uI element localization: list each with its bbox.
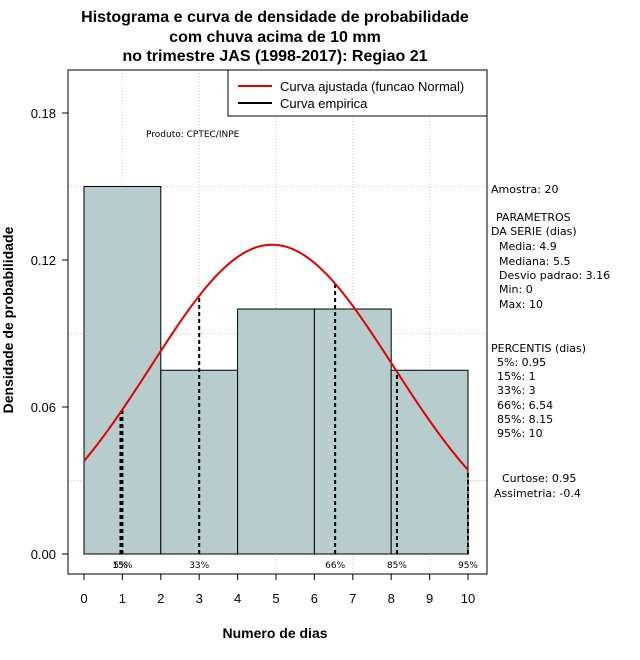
histogram-bar bbox=[390, 369, 469, 555]
stat-sample: Amostra: 20 bbox=[491, 183, 558, 196]
stat-param: Desvio padrao: 3.16 bbox=[499, 269, 610, 282]
legend-label-empirical: Curva empirica bbox=[280, 96, 368, 111]
x-tick-label: 0 bbox=[80, 591, 87, 606]
stat-param: Media: 4.9 bbox=[499, 240, 557, 253]
x-tick-label: 1 bbox=[119, 591, 126, 606]
percentile-axis-label: 95% bbox=[458, 561, 478, 571]
product-annotation: Produto: CPTEC/INPE bbox=[146, 130, 240, 140]
stat-percentil: 15%: 1 bbox=[497, 370, 536, 383]
percentile-axis-label: 15% bbox=[112, 561, 132, 571]
histogram-bars bbox=[83, 186, 469, 555]
stat-percentil: 33%: 3 bbox=[497, 384, 536, 397]
normal-curve-line bbox=[83, 243, 469, 471]
legend-box bbox=[227, 69, 488, 117]
stat-percentil: 66%: 6.54 bbox=[497, 399, 553, 412]
y-tick-label: 0.12 bbox=[31, 253, 56, 268]
stats-panel: Amostra: 20 PARAMETROS DA SERIE (dias) M… bbox=[491, 183, 610, 500]
percentile-axis-label: 5% bbox=[113, 561, 128, 571]
x-tick-label: 3 bbox=[196, 591, 203, 606]
stat-curtose: Curtose: 0.95 bbox=[502, 472, 576, 485]
percentile-labels: 5% 33% 66% 85% 95% 15% bbox=[112, 561, 478, 571]
x-tick-label: 6 bbox=[311, 591, 318, 606]
chart-title-line-2: com chuva acima de 10 mm bbox=[169, 29, 381, 46]
percentis-header: PERCENTIS (dias) bbox=[491, 342, 586, 355]
legend-label-normal: Curva ajustada (funcao Normal) bbox=[280, 79, 464, 94]
legend: Curva ajustada (funcao Normal) Curva emp… bbox=[227, 69, 488, 117]
chart-title-line-3: no trimestre JAS (1998-2017): Regiao 21 bbox=[122, 48, 427, 65]
params-header-2: DA SERIE (dias) bbox=[491, 225, 577, 238]
x-tick-label: 9 bbox=[426, 591, 433, 606]
percentile-axis-label: 66% bbox=[325, 561, 345, 571]
x-axis: 0 1 2 3 4 5 6 7 8 9 10 bbox=[80, 573, 475, 606]
histogram-bar bbox=[237, 308, 315, 555]
stat-param: Mediana: 5.5 bbox=[499, 255, 570, 268]
chart-title-line-1: Histograma e curva de densidade de proba… bbox=[81, 9, 469, 26]
y-tick-label: 0.06 bbox=[31, 400, 56, 415]
stat-assimetria: Assimetria: -0.4 bbox=[494, 487, 581, 500]
x-tick-label: 5 bbox=[272, 591, 279, 606]
percentile-lines bbox=[119, 283, 469, 554]
stat-param: Max: 10 bbox=[499, 298, 543, 311]
stat-percentil: 5%: 0.95 bbox=[497, 356, 546, 369]
y-axis-title: Densidade de probabilidade bbox=[0, 226, 16, 413]
x-axis-title: Numero de dias bbox=[222, 625, 327, 641]
x-tick-label: 10 bbox=[461, 591, 475, 606]
params-header-1: PARAMETROS bbox=[496, 211, 571, 224]
x-tick-label: 8 bbox=[388, 591, 395, 606]
x-tick-label: 2 bbox=[157, 591, 164, 606]
x-tick-label: 7 bbox=[349, 591, 356, 606]
stat-param: Min: 0 bbox=[499, 283, 533, 296]
y-axis: 0.00 0.06 0.12 0.18 bbox=[31, 106, 69, 562]
y-tick-label: 0.18 bbox=[31, 106, 56, 121]
y-tick-label: 0.00 bbox=[31, 547, 56, 562]
normal-curve-group bbox=[83, 243, 469, 471]
percentile-axis-label: 33% bbox=[189, 561, 209, 571]
stat-percentil: 95%: 10 bbox=[497, 427, 543, 440]
x-tick-label: 4 bbox=[234, 591, 241, 606]
percentile-axis-label: 85% bbox=[387, 561, 407, 571]
histogram-bar bbox=[313, 308, 392, 555]
stat-percentil: 85%: 8.15 bbox=[497, 413, 553, 426]
